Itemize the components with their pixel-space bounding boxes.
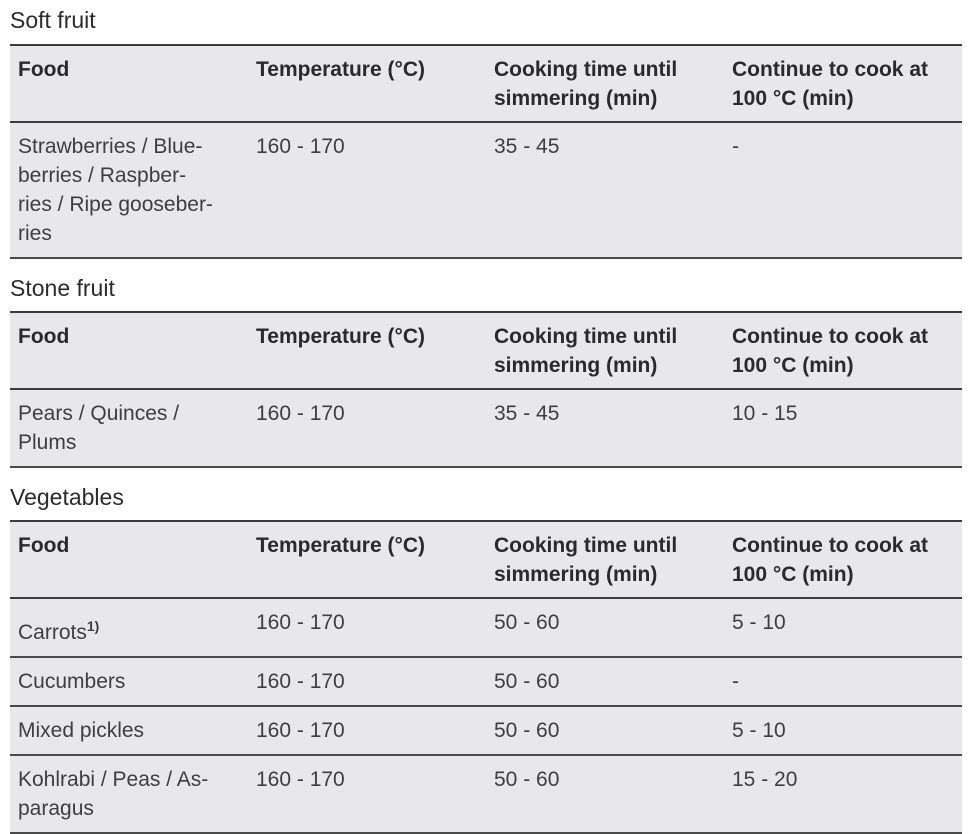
cell-temperature: 160 - 170 (256, 135, 345, 158)
header-continue-cooking: Continue to cook at 100 °C (min) (732, 58, 928, 110)
section-stone-fruit: Stone fruit Food Temperature (°C) Cooking t… (0, 259, 971, 468)
table-header-row: Food Temperature (°C) Cooking time until s… (10, 45, 962, 122)
cell-temperature: 160 - 170 (256, 670, 345, 693)
header-cooking-time: Cooking time until simmering (min) (494, 325, 678, 377)
header-food: Food (18, 325, 70, 348)
header-food: Food (18, 58, 70, 81)
section-title: Stone fruit (10, 275, 115, 301)
cell-simmer: 35 - 45 (494, 135, 560, 158)
cell-simmer: 50 - 60 (494, 611, 560, 634)
table-row: Cucumbers 160 - 170 50 - 60 - (10, 657, 962, 706)
table-header-row: Food Temperature (°C) Cooking time until s… (10, 312, 962, 389)
section-soft-fruit: Soft fruit Food Temperature (°C) Cooking ti… (0, 0, 971, 259)
cell-continue: - (732, 135, 739, 158)
cooking-table: Food Temperature (°C) Cooking time until s… (10, 520, 962, 834)
cell-continue: 10 - 15 (732, 402, 798, 425)
cooking-table: Food Temperature (°C) Cooking time until s… (10, 311, 962, 468)
header-cooking-time: Cooking time until simmering (min) (494, 58, 678, 110)
cell-continue: 5 - 10 (732, 611, 786, 634)
cell-simmer: 50 - 60 (494, 670, 560, 693)
section-title: Soft fruit (10, 7, 96, 33)
cell-temperature: 160 - 170 (256, 768, 345, 791)
cell-temperature: 160 - 170 (256, 719, 345, 742)
header-food: Food (18, 534, 70, 557)
table-header-row: Food Temperature (°C) Cooking time until s… (10, 521, 962, 598)
header-cooking-time: Cooking time until simmering (min) (494, 534, 678, 586)
cell-simmer: 35 - 45 (494, 402, 560, 425)
cell-temperature: 160 - 170 (256, 611, 345, 634)
cell-food: Kohlrabi / Peas / As- paragus (18, 768, 209, 820)
header-temperature: Temperature (°C) (256, 534, 426, 557)
table-row: Pears / Quinces / Plums 160 - 170 35 - 45 1… (10, 389, 962, 467)
section-title: Vegetables (10, 484, 124, 510)
header-temperature: Temperature (°C) (256, 58, 426, 81)
food-name: Carrots (18, 621, 87, 644)
footnote-marker: 1) (86, 618, 100, 634)
cell-temperature: 160 - 170 (256, 402, 345, 425)
section-vegetables: Vegetables Food Temperature (°C) Cooking ti… (0, 468, 971, 834)
cell-food: Cucumbers (18, 670, 126, 693)
cell-simmer: 50 - 60 (494, 768, 560, 791)
cell-continue: 15 - 20 (732, 768, 798, 791)
cell-food: Strawberries / Blue- berries / Raspber- … (18, 135, 213, 245)
cell-simmer: 50 - 60 (494, 719, 560, 742)
cooking-table: Food Temperature (°C) Cooking time until s… (10, 44, 962, 259)
cell-food: Carrots1) (10, 598, 248, 657)
table-row: Carrots1) 160 - 170 50 - 60 5 - 10 (10, 598, 962, 657)
cell-food: Pears / Quinces / Plums (18, 402, 180, 454)
cell-continue: - (732, 670, 739, 693)
table-row: Strawberries / Blue- berries / Raspber- … (10, 122, 962, 258)
cell-food: Mixed pickles (18, 719, 145, 742)
header-continue-cooking: Continue to cook at 100 °C (min) (732, 534, 928, 586)
header-continue-cooking: Continue to cook at 100 °C (min) (732, 325, 928, 377)
cell-continue: 5 - 10 (732, 719, 786, 742)
header-temperature: Temperature (°C) (256, 325, 426, 348)
table-row: Mixed pickles 160 - 170 50 - 60 5 - 10 (10, 706, 962, 755)
table-row: Kohlrabi / Peas / As- paragus 160 - 170 50… (10, 755, 962, 833)
